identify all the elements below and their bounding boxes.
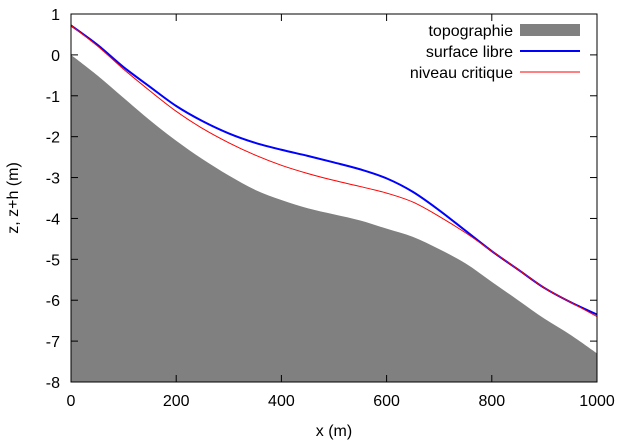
y-tick-label: -5 xyxy=(46,252,60,269)
x-tick-label: 200 xyxy=(163,393,190,410)
y-tick-label: -8 xyxy=(46,375,60,392)
y-tick-label: -3 xyxy=(46,171,60,188)
y-tick-label: -2 xyxy=(46,130,60,147)
series-topographie-area xyxy=(71,54,597,382)
y-tick-label: -1 xyxy=(46,89,60,106)
y-tick-label: -7 xyxy=(46,334,60,351)
x-tick-label: 400 xyxy=(268,393,295,410)
x-tick-label: 0 xyxy=(67,393,76,410)
x-tick-label: 1000 xyxy=(579,393,615,410)
legend: topographie surface libre niveau critique xyxy=(410,23,580,82)
y-tick-label: -4 xyxy=(46,211,60,228)
y-axis-label: z, z+h (m) xyxy=(5,162,22,234)
y-tick-label: 0 xyxy=(51,48,60,65)
legend-label-topographie: topographie xyxy=(428,23,513,40)
legend-label-surface-libre: surface libre xyxy=(426,44,513,61)
x-axis-label: x (m) xyxy=(316,423,352,440)
legend-swatch-topographie xyxy=(520,24,580,36)
plot-frame xyxy=(70,13,598,383)
series-niveau-critique-line xyxy=(70,25,598,318)
y-tick-label: 1 xyxy=(51,7,60,24)
legend-label-niveau-critique: niveau critique xyxy=(410,65,513,82)
y-tick-label: -6 xyxy=(46,293,60,310)
x-tick-label: 600 xyxy=(373,393,400,410)
x-tick-label: 800 xyxy=(478,393,505,410)
